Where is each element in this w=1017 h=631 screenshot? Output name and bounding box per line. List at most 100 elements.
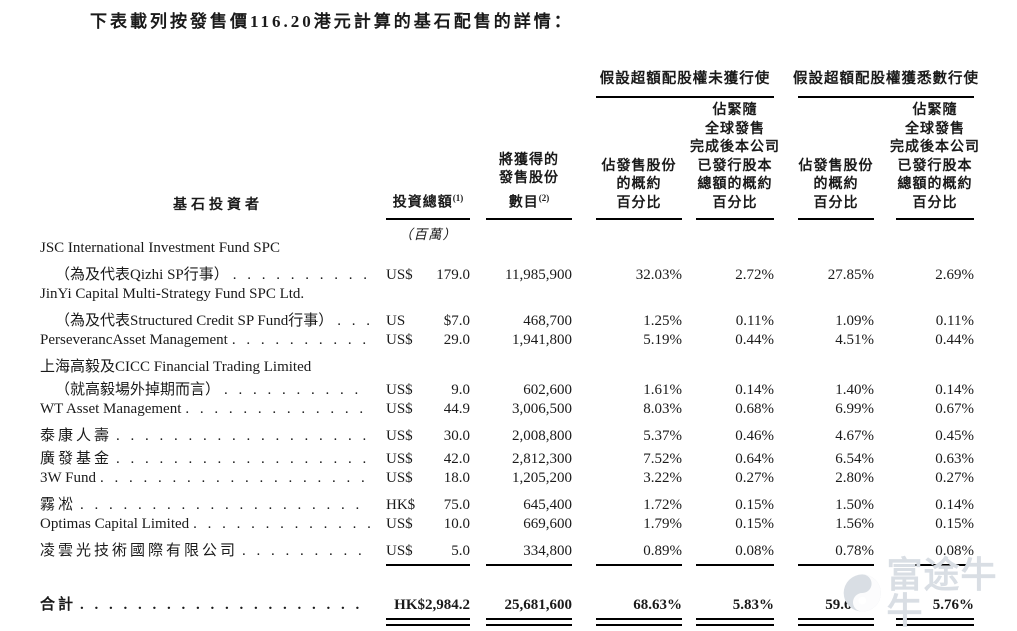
table-row: JinYi Capital Multi-Strategy Fund SPC Lt…	[0, 286, 1017, 309]
hdr-line: 百分比	[616, 195, 662, 211]
column-rule	[798, 564, 874, 566]
currency: US	[386, 313, 406, 329]
hdr-line: 總額的概約	[897, 177, 973, 192]
offer-shares: 645,400	[523, 497, 572, 513]
table-row: （為及代表Structured Credit SP Fund行事） US $7.0…	[0, 309, 1017, 332]
pct-offer-full: 1.56%	[835, 516, 874, 532]
hdr-line: 百分比	[912, 195, 958, 211]
dot-leader	[100, 470, 370, 487]
currency: US$	[386, 451, 413, 467]
pct-cap-full: 0.08%	[935, 543, 974, 559]
pct-offer-no: 8.03%	[643, 401, 682, 417]
page-title: 下表載列按發售價116.20港元計算的基石配售的詳情：	[90, 12, 574, 31]
pct-cap-no: 0.68%	[735, 401, 774, 417]
investment-amount: 9.0	[451, 382, 470, 398]
column-header-shares-line2: 發售股份	[499, 171, 559, 187]
pct-cap-no: 0.44%	[735, 332, 774, 348]
investment-amount: 5.0	[451, 543, 470, 559]
investor-name: 廣發基金	[40, 451, 113, 467]
investor-name-line2: （就高毅場外掉期而言）	[55, 382, 221, 398]
currency: US$	[386, 428, 413, 444]
pct-offer-full: 2.80%	[835, 470, 874, 486]
hdr-line: 佔緊隨	[712, 103, 758, 118]
investor-name: 3W Fund	[40, 470, 96, 486]
offer-shares: 2,812,300	[512, 451, 572, 467]
total-investment-amount: HK$2,984.2	[394, 597, 470, 613]
investor-name: Optimas Capital Limited	[40, 516, 190, 532]
column-rule	[486, 564, 572, 566]
hdr-line: 總額的概約	[697, 177, 773, 192]
pct-offer-full: 1.09%	[835, 313, 874, 329]
futu-logo-icon	[843, 574, 881, 612]
currency: US$	[386, 267, 413, 283]
investment-amount: 42.0	[443, 451, 470, 467]
rule-spacer	[40, 564, 370, 566]
pct-cap-no: 0.46%	[735, 428, 774, 444]
table-row: 凌雲光技術國際有限公司 US$ 5.0 334,800 0.89% 0.08% 0…	[0, 539, 1017, 562]
investor-name: 上海高毅及CICC Financial Trading Limited	[40, 359, 312, 375]
pct-cap-no: 0.27%	[735, 470, 774, 486]
hdr-line: 百分比	[813, 195, 859, 211]
table-body: JSC International Investment Fund SPC （為…	[0, 240, 1017, 626]
investment-amount: 29.0	[443, 332, 470, 348]
pct-cap-no: 0.08%	[735, 543, 774, 559]
investor-name: 霧凇	[40, 497, 77, 513]
dot-leader	[193, 516, 370, 533]
pct-offer-no: 7.52%	[643, 451, 682, 467]
column-header-investment: 投資總額(1)	[386, 189, 470, 220]
pct-offer-no: 3.22%	[643, 470, 682, 486]
column-header-investor: 基石投資者	[40, 197, 370, 221]
column-rule	[896, 564, 974, 566]
pct-cap-no: 2.72%	[735, 267, 774, 283]
pct-offer-full: 1.40%	[835, 382, 874, 398]
column-header-investment-label: 投資總額(1)	[392, 192, 464, 211]
dot-leader	[233, 267, 370, 284]
pct-cap-no: 0.15%	[735, 497, 774, 513]
hdr-line: 佔發售股份	[601, 158, 677, 174]
investment-amount: 179.0	[436, 267, 470, 283]
total-label: 合計	[40, 597, 77, 613]
hdr-line: 百分比	[712, 195, 758, 211]
hdr-line: 佔發售股份	[798, 158, 874, 174]
table-rule	[0, 564, 1017, 566]
investment-amount: 75.0	[443, 497, 470, 513]
column-header-pct-cap-no: 佔緊隨 全球發售 完成後本公司 已發行股本 總額的概約 百分比	[690, 102, 779, 220]
offer-shares: 1,941,800	[512, 332, 572, 348]
offer-shares: 11,985,900	[505, 267, 572, 283]
pct-cap-full: 0.11%	[935, 313, 974, 329]
hdr-line: 完成後本公司	[890, 140, 980, 155]
table-row: JSC International Investment Fund SPC	[0, 240, 1017, 263]
investment-unit-label: （百萬）	[399, 227, 457, 242]
hdr-line: 的概約	[616, 177, 662, 192]
watermark: 富途牛牛	[842, 557, 1017, 629]
table-row: （就高毅場外掉期而言） US$ 9.0 602,600 1.61% 0.14% 1…	[0, 378, 1017, 401]
offer-shares: 468,700	[523, 313, 572, 329]
pct-offer-full: 27.85%	[827, 267, 874, 283]
investment-amount: 44.9	[443, 401, 470, 417]
investor-name: 泰康人壽	[40, 428, 113, 444]
pct-cap-no: 0.64%	[735, 451, 774, 467]
table-row: 上海高毅及CICC Financial Trading Limited	[0, 355, 1017, 378]
investment-amount: 30.0	[443, 428, 470, 444]
investor-name: PerseverancAsset Management	[40, 332, 228, 348]
table-row: 霧凇 HK$ 75.0 645,400 1.72% 0.15% 1.50% 0.1…	[0, 493, 1017, 516]
pct-cap-full: 2.69%	[935, 267, 974, 283]
dot-leader	[185, 401, 370, 418]
offer-shares: 2,008,800	[512, 428, 572, 444]
pct-cap-full: 0.67%	[935, 401, 974, 417]
currency: US$	[386, 516, 413, 532]
offer-shares: 334,800	[523, 543, 572, 559]
total-pct-cap-no: 5.83%	[732, 597, 774, 613]
dot-leader	[80, 497, 370, 514]
currency: US$	[386, 470, 413, 486]
table-header: 假設超額配股權未獲行使 假設超額配股權獲悉數行使 基石投資者 投資總額(1) 將…	[0, 55, 1017, 242]
total-offer-shares: 25,681,600	[504, 597, 573, 613]
dot-leader	[232, 332, 370, 349]
column-header-pct-offer-full: 佔發售股份 的概約 百分比	[798, 158, 874, 220]
pct-offer-full: 0.78%	[835, 543, 874, 559]
hdr-line: 已發行股本	[897, 158, 973, 174]
total-pct-cap-full: 5.76%	[932, 597, 974, 613]
table-row: Optimas Capital Limited US$10.0 669,600 …	[0, 516, 1017, 539]
investor-name: WT Asset Management	[40, 401, 182, 417]
